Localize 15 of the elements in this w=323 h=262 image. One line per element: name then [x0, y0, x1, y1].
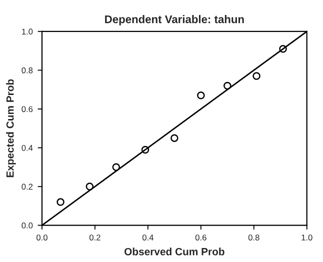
x-tick-label: 1.0 — [302, 234, 312, 240]
chart-title: Dependent Variable: tahun — [105, 15, 244, 26]
x-tick-label: 0.0 — [36, 234, 48, 240]
y-tick-label: 0.4 — [22, 144, 33, 151]
x-tick-label: 0.8 — [248, 234, 260, 240]
y-tick-label: 0.2 — [22, 184, 33, 190]
x-tick-label: 0.6 — [195, 234, 206, 240]
y-tick-label: 0.0 — [22, 222, 33, 228]
y-tick-label: 1.0 — [22, 28, 33, 35]
x-axis-title: Observed Cum Prob — [124, 248, 224, 256]
y-tick-label: 0.8 — [22, 67, 33, 74]
x-tick-label: 0.4 — [142, 234, 154, 240]
y-tick-label: 0.6 — [22, 106, 33, 112]
x-tick-label: 0.2 — [89, 234, 100, 240]
y-axis-title: Expected Cum Prob — [6, 79, 16, 178]
